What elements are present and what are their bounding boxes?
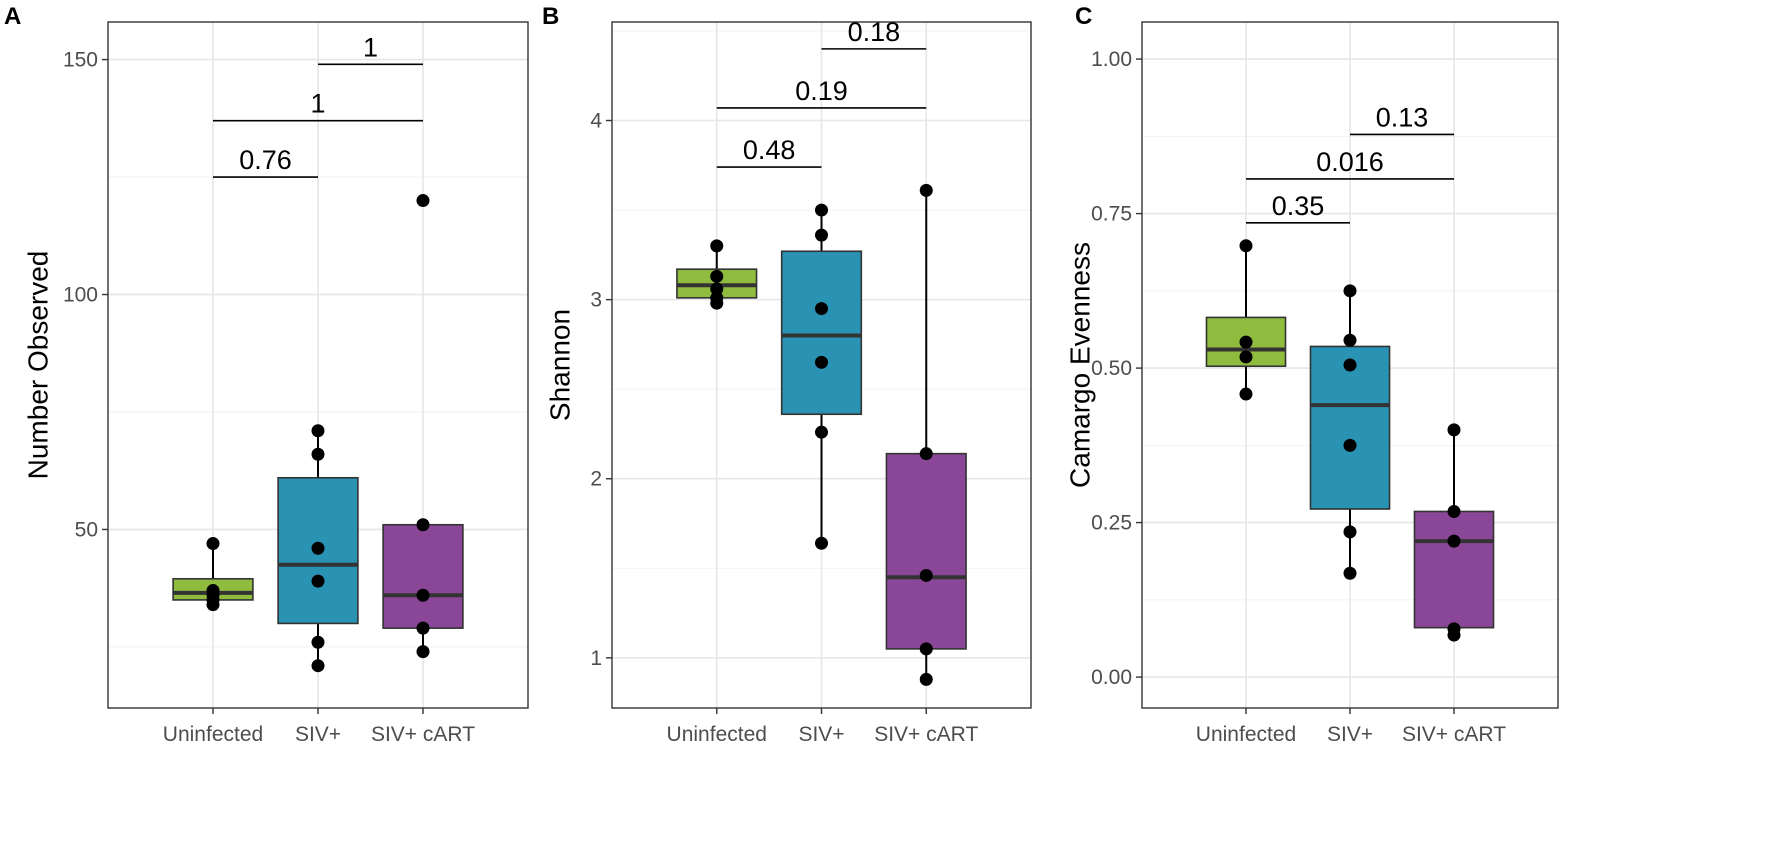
p-value-label: 0.13 bbox=[1376, 102, 1429, 132]
p-value-label: 0.48 bbox=[743, 135, 796, 165]
x-tick-label: SIV+ cART bbox=[371, 723, 475, 746]
box-iqr bbox=[382, 523, 464, 629]
data-point bbox=[1343, 438, 1357, 452]
data-point bbox=[416, 588, 430, 602]
data-point bbox=[1239, 239, 1253, 253]
p-value-label: 1 bbox=[363, 32, 378, 62]
data-point bbox=[416, 645, 430, 659]
y-axis-title: Shannon bbox=[545, 309, 576, 421]
data-point bbox=[710, 269, 724, 283]
data-point bbox=[1447, 628, 1461, 642]
y-tick-label: 0.25 bbox=[1091, 512, 1132, 535]
box-uninfected bbox=[1205, 239, 1287, 401]
data-point bbox=[710, 239, 724, 253]
p-value-label: 0.18 bbox=[848, 17, 901, 47]
data-point bbox=[1447, 534, 1461, 548]
data-point bbox=[815, 536, 828, 550]
data-point bbox=[206, 537, 220, 551]
data-point bbox=[311, 541, 325, 555]
data-point bbox=[815, 203, 828, 217]
y-axis-title: Camargo Evenness bbox=[1065, 242, 1096, 488]
p-value-label: 0.19 bbox=[795, 76, 848, 106]
y-tick-label: 3 bbox=[590, 289, 602, 312]
box-uninfected bbox=[172, 537, 254, 612]
data-point bbox=[311, 635, 325, 649]
x-tick-label: SIV+ cART bbox=[1402, 723, 1506, 746]
y-axis-title: Number Observed bbox=[23, 251, 54, 480]
data-point bbox=[311, 574, 325, 588]
data-point bbox=[311, 659, 325, 673]
p-value-label: 0.35 bbox=[1272, 191, 1325, 221]
y-tick-label: 2 bbox=[590, 468, 602, 491]
box-siv bbox=[780, 203, 863, 550]
y-tick-label: 1.00 bbox=[1091, 48, 1132, 71]
x-tick-label: SIV+ bbox=[1327, 723, 1373, 746]
data-point bbox=[1239, 387, 1253, 401]
data-point bbox=[919, 568, 933, 582]
panel-letter: C bbox=[1075, 3, 1092, 30]
data-point bbox=[1447, 504, 1461, 518]
data-point bbox=[1239, 335, 1253, 349]
data-point bbox=[416, 621, 430, 635]
y-tick-label: 0.75 bbox=[1091, 203, 1132, 226]
p-value-label: 0.016 bbox=[1316, 147, 1384, 177]
x-tick-label: Uninfected bbox=[667, 723, 767, 746]
p-value-label: 0.76 bbox=[239, 145, 292, 175]
y-tick-label: 4 bbox=[590, 110, 602, 133]
data-point bbox=[1447, 423, 1461, 437]
data-point bbox=[815, 425, 828, 439]
y-tick-label: 50 bbox=[75, 518, 98, 541]
box-siv bbox=[1309, 284, 1391, 580]
data-point bbox=[206, 598, 220, 612]
data-point bbox=[919, 642, 933, 656]
data-point bbox=[1343, 566, 1357, 580]
data-point bbox=[416, 194, 430, 208]
data-point bbox=[1343, 284, 1357, 298]
data-point bbox=[1343, 333, 1357, 347]
data-point bbox=[1343, 358, 1357, 372]
panel-a: 50 100 150 Uninfected SIV+ SIV+ cART Number Ob… bbox=[4, 3, 529, 746]
data-point bbox=[919, 183, 933, 197]
box-siv bbox=[277, 424, 359, 673]
data-point bbox=[1343, 525, 1357, 539]
box-iqr bbox=[780, 250, 863, 416]
y-tick-label: 150 bbox=[63, 49, 98, 72]
x-tick-label: SIV+ bbox=[798, 723, 844, 746]
y-tick-label: 1 bbox=[590, 647, 602, 670]
data-point bbox=[919, 447, 933, 461]
data-point bbox=[710, 282, 724, 296]
panel-b: 1 2 3 4 Uninfected SIV+ SIV+ cART Shannon B 0.48 0… bbox=[542, 3, 1032, 746]
box-iqr bbox=[1413, 510, 1495, 629]
box-siv-cart bbox=[1413, 423, 1495, 642]
box-siv-cart bbox=[382, 194, 464, 659]
panel-letter: B bbox=[542, 3, 559, 30]
data-point bbox=[311, 424, 325, 438]
x-tick-label: SIV+ bbox=[295, 723, 341, 746]
data-point bbox=[815, 228, 828, 242]
data-point bbox=[1239, 350, 1253, 364]
data-point bbox=[815, 302, 828, 316]
panel-letter: A bbox=[4, 3, 21, 30]
data-point bbox=[710, 296, 724, 310]
x-tick-label: SIV+ cART bbox=[874, 723, 978, 746]
y-tick-label: 0.00 bbox=[1091, 666, 1132, 689]
data-point bbox=[416, 518, 430, 532]
data-point bbox=[919, 672, 933, 686]
box-iqr bbox=[885, 452, 967, 650]
box-uninfected bbox=[676, 239, 758, 310]
panel-c: 0.00 0.25 0.50 0.75 1.00 Uninfected SIV+ SIV+ c… bbox=[1065, 3, 1559, 746]
y-tick-label: 100 bbox=[63, 284, 98, 307]
box-siv-cart bbox=[885, 183, 967, 686]
p-value-label: 1 bbox=[310, 89, 325, 119]
y-tick-label: 0.50 bbox=[1091, 357, 1132, 380]
data-point bbox=[815, 355, 828, 369]
box-iqr bbox=[1309, 345, 1391, 510]
x-tick-label: Uninfected bbox=[1196, 723, 1296, 746]
x-tick-label: Uninfected bbox=[163, 723, 263, 746]
data-point bbox=[311, 447, 325, 461]
